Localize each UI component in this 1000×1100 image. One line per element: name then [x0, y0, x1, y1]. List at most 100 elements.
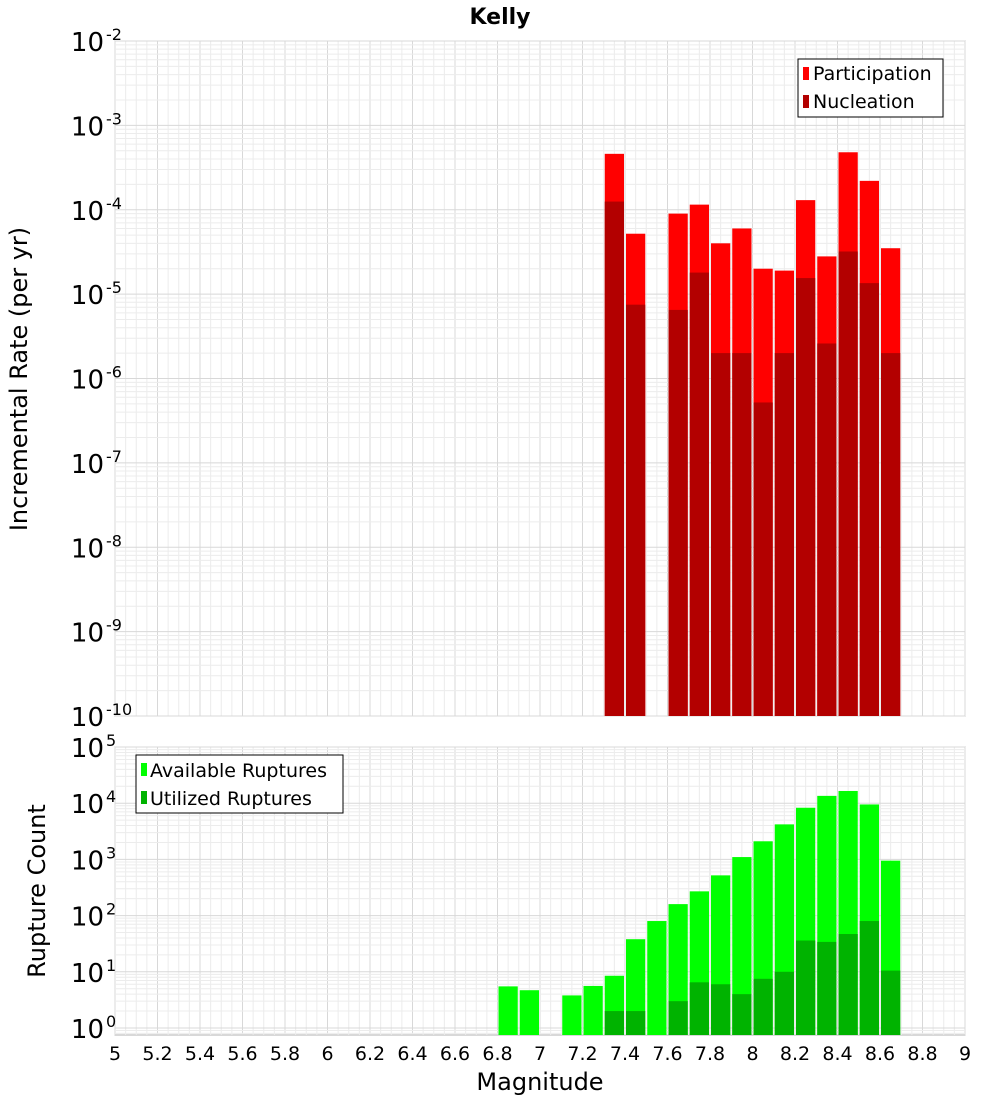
count-legend-box — [135, 754, 344, 814]
legend-swatch-utilized — [141, 791, 147, 804]
count-bar-utilized-ruptures — [689, 982, 709, 1035]
rate-bar-nucleation — [859, 283, 879, 716]
legend-swatch-nucleation — [803, 95, 809, 108]
rate-y-tick-exp: -10 — [106, 700, 132, 719]
x-tick-label: 5.4 — [185, 1043, 215, 1065]
count-y-tick-exp: 4 — [106, 787, 116, 806]
rate-bar-nucleation — [711, 353, 731, 716]
count-bar-utilized-ruptures — [626, 1011, 646, 1035]
x-tick-label: 8.8 — [907, 1043, 937, 1065]
legend-swatch-available — [141, 763, 147, 776]
rate-y-tick-label: 10 -8 — [71, 531, 122, 564]
count-y-tick-exp: 0 — [106, 1012, 116, 1031]
chart-title: Kelly — [469, 5, 530, 30]
legend-label-participation: Participation — [813, 63, 932, 85]
x-tick-label: 6.4 — [397, 1043, 427, 1065]
rate-legend: Participation Nucleation — [797, 58, 944, 118]
count-y-tick-exp: 2 — [106, 900, 116, 919]
rate-y-tick-label: 10 -7 — [71, 447, 122, 480]
count-bar-utilized-ruptures — [774, 971, 794, 1035]
x-tick-label: 7 — [534, 1043, 546, 1065]
count-legend: Available Ruptures Utilized Ruptures — [135, 754, 344, 814]
x-tick-label: 7.8 — [695, 1043, 725, 1065]
x-tick-label: 5.8 — [270, 1043, 300, 1065]
x-tick-label: 8 — [746, 1043, 758, 1065]
count-bar-utilized-ruptures — [711, 984, 731, 1035]
count-y-tick-exp: 1 — [106, 956, 116, 975]
x-tick-label: 7.6 — [652, 1043, 682, 1065]
x-tick-label: 5.6 — [227, 1043, 257, 1065]
count-y-tick-exp: 3 — [106, 843, 116, 862]
count-bar-utilized-ruptures — [753, 978, 773, 1035]
count-y-tick-label: 10 3 — [71, 843, 116, 876]
rate-y-tick-label: 10 -6 — [71, 363, 122, 396]
rate-y-tick-exp: -4 — [106, 194, 122, 213]
rate-y-tick-exp: -5 — [106, 278, 122, 297]
rate-y-axis-label: Incremental Rate (per yr) — [5, 227, 33, 531]
rate-bar-nucleation — [626, 304, 646, 716]
count-y-tick-base: 10 — [71, 734, 104, 764]
count-y-tick-base: 10 — [71, 903, 104, 933]
rate-y-tick-exp: -8 — [106, 531, 122, 550]
rate-legend-box — [797, 58, 944, 118]
rate-bar-nucleation — [689, 272, 709, 716]
count-y-tick-label: 10 1 — [71, 956, 116, 989]
rate-y-tick-base: 10 — [71, 112, 104, 142]
rate-y-tick-label: 10 -4 — [71, 194, 122, 227]
x-tick-label: 8.6 — [865, 1043, 895, 1065]
legend-label-utilized: Utilized Ruptures — [150, 788, 312, 810]
rate-bar-nucleation — [732, 353, 752, 716]
count-y-tick-label: 10 4 — [71, 787, 116, 820]
rate-y-tick-exp: -6 — [106, 363, 122, 382]
count-y-tick-label: 10 2 — [71, 900, 116, 933]
count-y-tick-base: 10 — [71, 1015, 104, 1045]
count-bar-utilized-ruptures — [668, 1001, 688, 1035]
rate-y-tick-base: 10 — [71, 619, 104, 649]
count-bar-utilized-ruptures — [817, 941, 837, 1035]
count-bars — [498, 790, 901, 1035]
rate-grid — [114, 40, 966, 717]
x-tick-label: 8.2 — [780, 1043, 810, 1065]
rate-y-tick-base: 10 — [71, 28, 104, 58]
count-bar-available-ruptures — [626, 939, 646, 1035]
count-bar-utilized-ruptures — [732, 994, 752, 1035]
x-tick-label: 5.2 — [142, 1043, 172, 1065]
count-bar-available-ruptures — [583, 985, 603, 1035]
rate-y-tick-base: 10 — [71, 281, 104, 311]
count-y-tick-label: 10 5 — [71, 731, 116, 764]
rate-y-tick-exp: -7 — [106, 447, 122, 466]
rate-y-tick-base: 10 — [71, 450, 104, 480]
count-y-tick-exp: 5 — [106, 731, 116, 750]
legend-swatch-participation — [803, 67, 809, 80]
x-tick-label: 9 — [959, 1043, 971, 1065]
count-bar-available-ruptures — [519, 990, 539, 1035]
x-tick-label: 7.4 — [610, 1043, 640, 1065]
x-tick-label: 6.8 — [482, 1043, 512, 1065]
count-x-ticks: 5 5.2 5.4 5.6 5.8 6 6.2 6.4 6.6 6.8 7 7.2 7.4 7.6 7.8 8… — [109, 1043, 971, 1065]
count-bar-utilized-ruptures — [859, 921, 879, 1035]
rate-bar-nucleation — [774, 353, 794, 716]
x-tick-label: 8.4 — [822, 1043, 852, 1065]
rate-bar-nucleation — [753, 402, 773, 716]
rate-y-tick-base: 10 — [71, 534, 104, 564]
count-bar-available-ruptures — [732, 857, 752, 1035]
rate-y-tick-label: 10 -2 — [71, 25, 122, 58]
x-tick-label: 7.2 — [567, 1043, 597, 1065]
count-bar-available-ruptures — [647, 921, 667, 1035]
rate-y-tick-label: 10 -9 — [71, 616, 122, 649]
rate-y-tick-base: 10 — [71, 366, 104, 396]
rate-y-tick-label: 10 -10 — [71, 700, 132, 733]
count-bar-utilized-ruptures — [796, 940, 816, 1035]
x-tick-label: 6.6 — [440, 1043, 470, 1065]
rate-bar-nucleation — [817, 343, 837, 716]
rate-y-tick-exp: -3 — [106, 109, 122, 128]
rate-bar-nucleation — [604, 201, 624, 716]
rate-y-tick-label: 10 -3 — [71, 109, 122, 142]
rate-y-tick-exp: -2 — [106, 25, 122, 44]
count-bar-utilized-ruptures — [604, 1011, 624, 1035]
rate-bar-nucleation — [838, 251, 858, 716]
